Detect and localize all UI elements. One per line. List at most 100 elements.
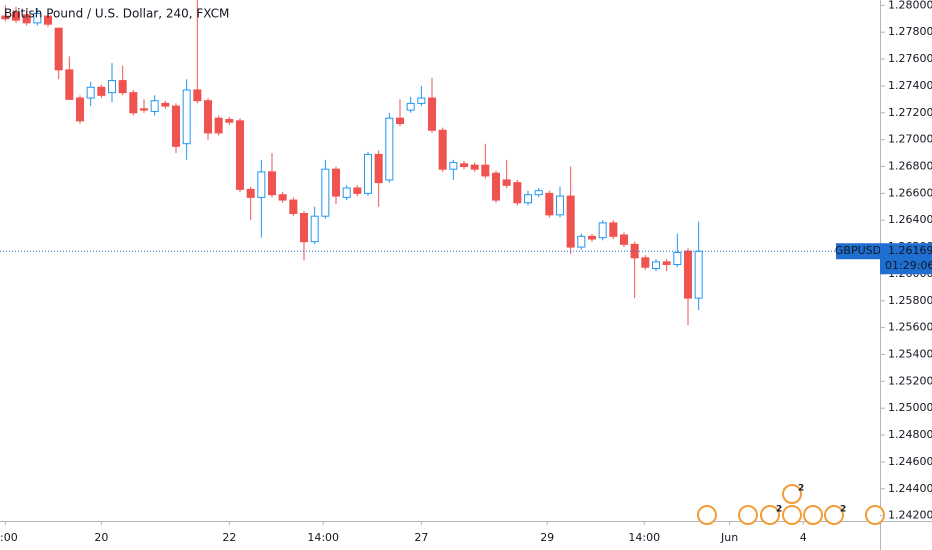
plot-area bbox=[1, 0, 703, 325]
candle-body bbox=[129, 92, 138, 114]
y-tick-label: 1.25000 bbox=[888, 401, 932, 414]
candle-body bbox=[65, 69, 74, 100]
candle-body bbox=[427, 97, 437, 131]
candle-body bbox=[363, 153, 373, 194]
candle-body bbox=[225, 119, 234, 123]
candle-body bbox=[289, 199, 298, 215]
candle-body bbox=[321, 168, 330, 217]
x-tick-label: 27 bbox=[414, 531, 428, 544]
candle-body bbox=[587, 235, 597, 240]
candle-body bbox=[406, 102, 415, 111]
candle-body bbox=[374, 153, 383, 184]
event-icon bbox=[782, 505, 802, 525]
event-icon bbox=[782, 484, 802, 504]
x-tick-label: 4 bbox=[800, 531, 807, 544]
candle-body bbox=[161, 102, 170, 107]
x-tick-label: 14:00 bbox=[628, 531, 660, 544]
candle-body bbox=[534, 190, 543, 196]
y-tick-label: 1.26400 bbox=[888, 213, 932, 226]
event-icon bbox=[824, 505, 844, 525]
candle-body bbox=[630, 243, 639, 259]
event-count: 2 bbox=[798, 484, 804, 494]
candle-body bbox=[33, 12, 42, 24]
candle-body bbox=[481, 164, 490, 177]
x-tick-label: 14:00 bbox=[307, 531, 339, 544]
candle-body bbox=[545, 192, 554, 216]
candle-body bbox=[491, 172, 501, 201]
candle-body bbox=[513, 182, 522, 204]
candle-body bbox=[171, 105, 181, 147]
candle-body bbox=[118, 80, 127, 94]
candle-body bbox=[150, 100, 159, 112]
x-tick-label: 20 bbox=[94, 531, 108, 544]
candle-body bbox=[555, 195, 565, 216]
candle-body bbox=[353, 187, 362, 194]
x-tick-label: 22 bbox=[222, 531, 236, 544]
y-tick-label: 1.24600 bbox=[888, 455, 932, 468]
candle-body bbox=[278, 194, 287, 201]
y-tick-label: 1.24200 bbox=[888, 509, 932, 522]
event-count: 2 bbox=[776, 505, 782, 515]
candle-body bbox=[619, 234, 629, 245]
candle-body bbox=[299, 213, 309, 243]
y-tick-label: 1.26800 bbox=[888, 160, 932, 173]
candle-body bbox=[683, 250, 693, 299]
candle-body bbox=[449, 161, 458, 170]
y-tick-label: 1.25200 bbox=[888, 374, 932, 387]
countdown-label: 01:29:06 bbox=[885, 259, 932, 272]
y-tick-label: 1.27400 bbox=[888, 79, 932, 92]
candle-body bbox=[331, 168, 341, 197]
event-icon bbox=[865, 505, 885, 525]
candle-body bbox=[22, 14, 31, 24]
event-icon bbox=[738, 505, 758, 525]
candle-body bbox=[417, 97, 426, 104]
candle-body bbox=[577, 235, 586, 248]
candle-body bbox=[566, 195, 575, 248]
y-tick-label: 1.28000 bbox=[888, 0, 932, 11]
x-tick-label: 29 bbox=[540, 531, 554, 544]
y-tick-label: 1.25800 bbox=[888, 294, 932, 307]
event-icon bbox=[803, 505, 823, 525]
y-tick-label: 1.27000 bbox=[888, 133, 932, 146]
price-box bbox=[880, 243, 932, 275]
price-label: 1.26169 bbox=[888, 244, 932, 257]
candle-body bbox=[694, 250, 703, 299]
x-tick-label: Jun bbox=[720, 531, 738, 544]
candle-body bbox=[246, 188, 255, 198]
y-tick-label: 1.25600 bbox=[888, 321, 932, 334]
event-count: 2 bbox=[840, 505, 846, 515]
event-icon bbox=[760, 505, 780, 525]
candle-body bbox=[267, 171, 277, 196]
y-tick-label: 1.25400 bbox=[888, 347, 932, 360]
candle-body bbox=[257, 171, 266, 198]
y-tick-label: 1.27200 bbox=[888, 106, 932, 119]
candle-body bbox=[385, 117, 394, 181]
event-icon bbox=[697, 505, 717, 525]
candle-body bbox=[502, 179, 511, 186]
y-tick-label: 1.27800 bbox=[888, 25, 932, 38]
symbol-box bbox=[836, 243, 880, 260]
candle-body bbox=[86, 86, 95, 99]
candle-body bbox=[203, 100, 213, 134]
candle-body bbox=[43, 15, 53, 25]
candle-body bbox=[342, 187, 351, 198]
candle-body bbox=[598, 222, 607, 239]
candle-body bbox=[459, 163, 469, 168]
symbol-label: GBPUSD bbox=[835, 244, 881, 257]
candle-body bbox=[11, 11, 21, 21]
candle-body bbox=[97, 86, 106, 96]
candle-body bbox=[673, 251, 682, 266]
x-tick-label: 4:00 bbox=[0, 531, 18, 544]
candle-body bbox=[523, 194, 533, 204]
candle-body bbox=[193, 89, 202, 102]
candle-body bbox=[75, 97, 85, 122]
candle-body bbox=[235, 120, 245, 190]
candle-body bbox=[641, 257, 650, 268]
candle-body bbox=[651, 261, 661, 270]
candle-body bbox=[395, 117, 405, 125]
candle-body bbox=[214, 117, 223, 134]
y-tick-label: 1.27600 bbox=[888, 52, 932, 65]
event-markers: 2 2 2 bbox=[697, 484, 885, 525]
